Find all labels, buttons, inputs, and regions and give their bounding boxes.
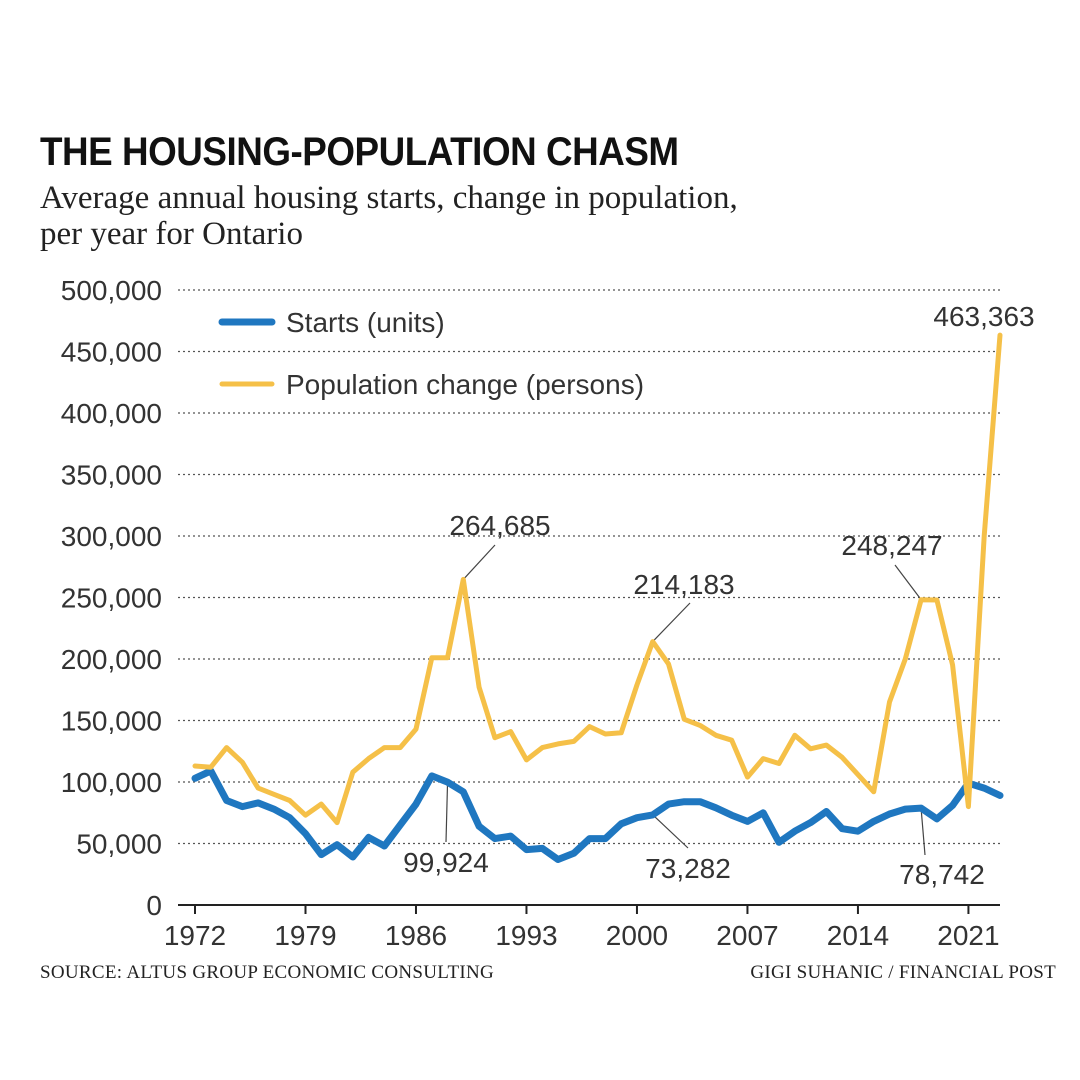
x-tick-label: 2021 [937, 920, 999, 951]
x-tick-label: 2014 [827, 920, 889, 951]
y-tick-label: 350,000 [61, 460, 162, 491]
chart-title: THE HOUSING-POPULATION CHASM [40, 130, 679, 174]
annotation-leader-line [894, 564, 922, 601]
y-tick-label: 0 [146, 890, 162, 921]
y-tick-label: 250,000 [61, 583, 162, 614]
y-tick-label: 400,000 [61, 398, 162, 429]
data-label: 73,282 [645, 853, 731, 884]
subtitle-line-1: Average annual housing starts, change in… [40, 180, 738, 216]
annotation-leader-line [920, 808, 926, 856]
y-tick-label: 200,000 [61, 644, 162, 675]
data-label: 214,183 [633, 569, 734, 600]
y-tick-label: 50,000 [76, 829, 162, 860]
y-tick-label: 100,000 [61, 767, 162, 798]
chart-subtitle: Average annual housing starts, change in… [40, 180, 1000, 252]
legend-label-population: Population change (persons) [286, 369, 644, 400]
annotation-leader-line [462, 544, 496, 580]
y-tick-label: 450,000 [61, 337, 162, 368]
annotation-leader-line [445, 782, 449, 843]
credit-note: GIGI SUHANIC / FINANCIAL POST [750, 962, 1056, 983]
data-label: 264,685 [449, 510, 550, 541]
x-tick-label: 2000 [606, 920, 668, 951]
data-label: 248,247 [841, 530, 942, 561]
x-tick-label: 1979 [274, 920, 336, 951]
x-tick-label: 1986 [385, 920, 447, 951]
annotation-leader-line [652, 814, 689, 849]
data-label: 78,742 [899, 859, 985, 890]
annotation-leader-line [652, 602, 691, 642]
starts-line [191, 767, 1004, 863]
legend-label-starts: Starts (units) [286, 307, 445, 338]
y-tick-label: 150,000 [61, 706, 162, 737]
data-label: 99,924 [403, 847, 489, 878]
y-tick-label: 300,000 [61, 521, 162, 552]
x-tick-label: 1972 [164, 920, 226, 951]
subtitle-line-2: per year for Ontario [40, 216, 303, 252]
x-tick-label: 2007 [716, 920, 778, 951]
x-tick-label: 1993 [495, 920, 557, 951]
source-note: SOURCE: ALTUS GROUP ECONOMIC CONSULTING [40, 962, 495, 983]
population-line [192, 332, 1003, 826]
y-tick-label: 500,000 [61, 275, 162, 306]
data-label: 463,363 [933, 301, 1034, 332]
